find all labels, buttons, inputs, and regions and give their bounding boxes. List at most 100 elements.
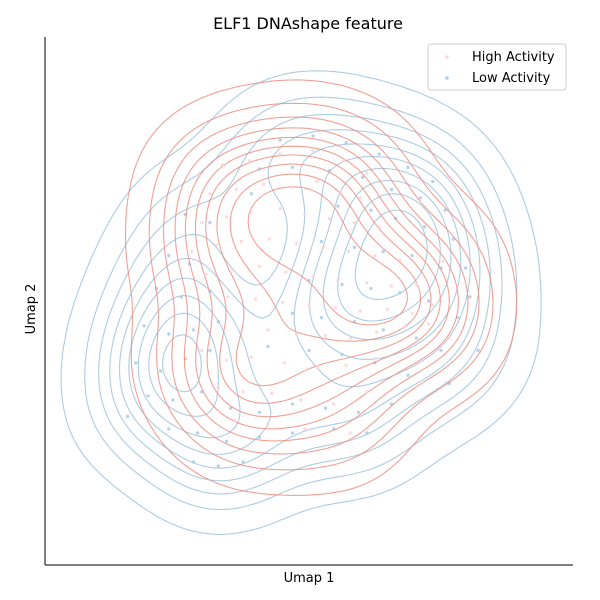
scatter-point-high bbox=[266, 328, 270, 332]
legend-box bbox=[427, 43, 567, 91]
scatter-point-low bbox=[290, 402, 295, 406]
legend-marker-high bbox=[445, 55, 449, 59]
legend-marker-low bbox=[445, 76, 449, 80]
contour-low-level-6 bbox=[128, 156, 471, 456]
scatter-point-low bbox=[319, 239, 324, 244]
scatter-point-high bbox=[402, 325, 406, 330]
scatter-point-low bbox=[418, 196, 423, 200]
scatter-point-high bbox=[216, 385, 220, 390]
scatter-point-low bbox=[249, 192, 253, 196]
scatter-point-low bbox=[389, 187, 394, 192]
scatter-point-low bbox=[307, 348, 311, 353]
scatter-point-low bbox=[195, 431, 200, 435]
scatter-point-low bbox=[191, 460, 196, 464]
scatter-point-low bbox=[167, 253, 171, 258]
contour-high-level-3 bbox=[163, 116, 480, 455]
scatter-point-high bbox=[385, 307, 390, 311]
scatter-point-low bbox=[443, 208, 447, 212]
contour-low-level-1 bbox=[60, 70, 542, 535]
scatter-point-high bbox=[220, 163, 225, 167]
scatter-point-high bbox=[346, 249, 351, 254]
legend: High Activity Low Activity bbox=[427, 43, 567, 91]
scatter-point-high bbox=[333, 305, 338, 310]
scatter-point-high bbox=[278, 206, 282, 211]
scatter-point-low bbox=[340, 352, 344, 357]
scatter-point-high bbox=[294, 241, 299, 245]
scatter-point-low bbox=[431, 179, 435, 184]
scatter-point-high bbox=[307, 303, 311, 307]
scatter-point-high bbox=[365, 171, 369, 175]
contour-high-level-6 bbox=[194, 145, 450, 418]
scatter-point-high bbox=[284, 270, 288, 274]
scatter-point-low bbox=[266, 344, 270, 349]
scatter-point-high bbox=[299, 398, 303, 402]
scatter-point-high bbox=[373, 253, 377, 258]
scatter-point-high bbox=[315, 365, 319, 369]
scatter-point-high bbox=[338, 190, 342, 194]
scatter-point-low bbox=[134, 361, 138, 365]
scatter-point-high bbox=[389, 284, 394, 288]
contours-high bbox=[124, 79, 518, 496]
scatter-point-high bbox=[332, 402, 336, 406]
contour-high-level-2 bbox=[148, 102, 494, 471]
scatter-point-low bbox=[191, 328, 196, 332]
scatter-point-low bbox=[319, 315, 324, 320]
contour-low-level-3 bbox=[98, 113, 503, 495]
scatter-point-low bbox=[158, 369, 163, 373]
legend-label-low: Low Activity bbox=[472, 71, 551, 86]
scatter-point-high bbox=[247, 159, 252, 163]
scatter-point-high bbox=[200, 220, 204, 225]
scatter-point-low bbox=[167, 332, 171, 336]
scatter-point-low bbox=[381, 328, 385, 332]
scatter-point-high bbox=[253, 297, 258, 301]
scatter-point-high bbox=[195, 173, 200, 178]
plot-area bbox=[60, 70, 542, 535]
scatter-point-high bbox=[200, 348, 204, 353]
scatter-point-low bbox=[290, 311, 295, 316]
scatter-point-high bbox=[190, 249, 194, 254]
scatter-point-high bbox=[352, 220, 357, 225]
scatter-point-high bbox=[365, 390, 369, 394]
scatter-point-low bbox=[356, 410, 361, 415]
scatter-point-low bbox=[257, 410, 262, 415]
scatter-point-low bbox=[142, 324, 146, 328]
scatter-point-high bbox=[226, 295, 230, 299]
scatter-point-high bbox=[344, 363, 348, 368]
legend-label-high: High Activity bbox=[472, 50, 555, 65]
contour-high-level-4 bbox=[174, 127, 469, 442]
scatter-point-low bbox=[381, 249, 385, 254]
scatter-point-low bbox=[216, 319, 220, 324]
contour-low-level-9 bbox=[162, 193, 441, 393]
scatter-point-high bbox=[447, 336, 451, 340]
scatter-point-high bbox=[234, 187, 239, 192]
scatter-point-high bbox=[375, 330, 379, 334]
scatter-point-high bbox=[410, 311, 414, 316]
scatter-point-low bbox=[171, 398, 175, 402]
x-axis-label: Umap 1 bbox=[284, 571, 335, 586]
scatter-point-low bbox=[369, 208, 373, 212]
scatter-point-low bbox=[468, 295, 472, 299]
scatter-point-high bbox=[231, 268, 235, 272]
contour-high-level-8 bbox=[216, 163, 432, 387]
scatter-point-low bbox=[369, 286, 373, 291]
scatter-point-high bbox=[441, 259, 445, 264]
scatter-point-low bbox=[290, 165, 295, 169]
scatter-point-low bbox=[290, 431, 295, 435]
contours-low bbox=[60, 70, 542, 535]
scatter-point-low bbox=[365, 431, 369, 435]
scatter-point-high bbox=[204, 272, 208, 277]
scatter-point-low bbox=[311, 134, 315, 138]
scatter-point-high bbox=[224, 358, 229, 363]
scatter-point-low bbox=[464, 266, 468, 270]
scatter-point-low bbox=[439, 348, 443, 353]
scatter-point-high bbox=[398, 258, 402, 262]
scatter-point-high bbox=[414, 282, 418, 287]
scatter-point-low bbox=[208, 348, 212, 353]
scatter-point-high bbox=[249, 210, 253, 214]
scatter-point-low bbox=[323, 406, 328, 410]
scatter-point-high bbox=[278, 152, 282, 156]
scatter-point-high bbox=[336, 278, 340, 283]
contour-high-level-1 bbox=[124, 79, 518, 496]
scatter-point-low bbox=[167, 427, 171, 431]
